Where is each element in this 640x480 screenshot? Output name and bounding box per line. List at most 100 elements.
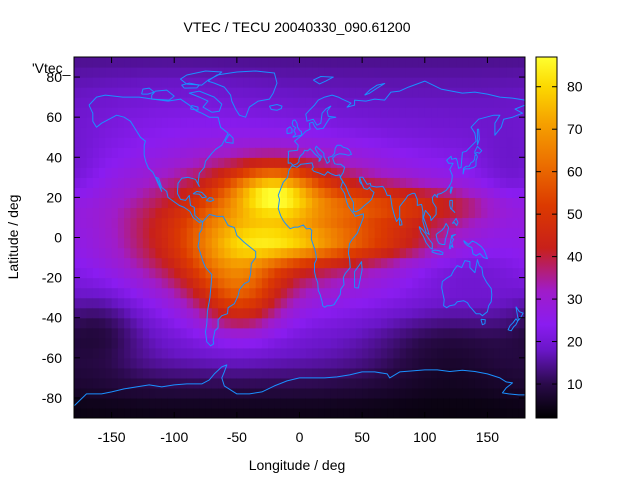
heatmap-cell (249, 307, 257, 319)
heatmap-cell (243, 377, 250, 389)
heatmap-cell (456, 147, 463, 158)
heatmap-cell (211, 117, 219, 128)
heatmap-cell (493, 257, 501, 269)
heatmap-cell (199, 197, 207, 209)
heatmap-cell (74, 197, 81, 209)
heatmap-cell (218, 187, 225, 198)
heatmap-cell (105, 387, 113, 399)
heatmap-cell (105, 157, 113, 168)
heatmap-cell (249, 267, 257, 279)
x-tick-label: 0 (296, 429, 304, 445)
heatmap-cell (80, 327, 88, 339)
heatmap-cell (74, 177, 81, 188)
heatmap-cell (117, 307, 125, 319)
heatmap-cell (418, 317, 426, 329)
heatmap-cell (99, 347, 106, 359)
heatmap-cell (393, 357, 401, 369)
heatmap-cell (218, 377, 225, 389)
heatmap-cell (349, 267, 357, 279)
heatmap-cell (243, 107, 250, 118)
heatmap-cell (74, 117, 81, 128)
heatmap-cell (393, 97, 401, 108)
heatmap-cell (499, 377, 507, 389)
heatmap-cell (149, 137, 157, 148)
heatmap-cell (274, 77, 282, 88)
heatmap-cell (518, 217, 525, 229)
heatmap-cell (149, 107, 157, 118)
heatmap-cell (368, 387, 376, 399)
heatmap-cell (462, 377, 470, 389)
heatmap-cell (218, 147, 225, 158)
heatmap-cell (174, 377, 182, 389)
heatmap-cell (155, 337, 163, 349)
heatmap-cell (105, 87, 113, 98)
heatmap-cell (205, 107, 213, 118)
heatmap-cell (337, 347, 344, 359)
heatmap-cell (499, 327, 507, 339)
heatmap-cell (174, 257, 182, 269)
heatmap-cell (111, 337, 119, 349)
heatmap-cell (230, 317, 238, 329)
heatmap-cell (230, 177, 238, 188)
heatmap-cell (330, 197, 338, 209)
heatmap-cell (362, 157, 369, 168)
heatmap-cell (499, 337, 507, 349)
heatmap-cell (443, 307, 451, 319)
heatmap-cell (424, 247, 432, 259)
heatmap-cell (462, 277, 470, 289)
heatmap-cell (224, 177, 232, 188)
heatmap-cell (374, 197, 382, 209)
heatmap-cell (380, 87, 388, 98)
heatmap-cell (211, 297, 219, 309)
heatmap-cell (330, 247, 338, 259)
heatmap-cell (481, 157, 489, 168)
heatmap-cell (380, 167, 388, 178)
heatmap-cell (330, 337, 338, 349)
heatmap-cell (224, 367, 232, 379)
heatmap-cell (343, 357, 351, 369)
heatmap-cell (299, 77, 307, 88)
heatmap-cell (268, 407, 276, 418)
heatmap-cell (312, 207, 319, 219)
heatmap-cell (355, 177, 363, 188)
x-tick-label: 150 (476, 429, 500, 445)
heatmap-cell (230, 157, 238, 168)
heatmap-cell (431, 317, 438, 329)
heatmap-cell (368, 117, 376, 128)
heatmap-cell (487, 187, 495, 198)
heatmap-cell (274, 117, 282, 128)
heatmap-cell (312, 97, 319, 108)
heatmap-cell (280, 207, 288, 219)
heatmap-cell (86, 177, 94, 188)
heatmap-cell (437, 127, 445, 138)
heatmap-cell (255, 267, 263, 279)
heatmap-cell (186, 247, 194, 259)
coastline-antarctica (74, 364, 525, 407)
heatmap-cell (236, 357, 244, 369)
heatmap-cell (111, 237, 119, 249)
heatmap-cell (274, 297, 282, 309)
heatmap-cell (280, 247, 288, 259)
heatmap-cell (456, 157, 463, 168)
heatmap-cell (474, 407, 482, 418)
heatmap-cell (86, 387, 94, 399)
heatmap-cell (218, 177, 225, 188)
heatmap-cell (92, 307, 100, 319)
heatmap-cell (493, 397, 501, 409)
heatmap-cell (193, 207, 200, 219)
heatmap-cell (449, 187, 457, 198)
heatmap-cell (449, 367, 457, 379)
heatmap-cell (449, 197, 457, 209)
heatmap-cell (218, 367, 225, 379)
heatmap-cell (418, 337, 426, 349)
heatmap-cell (280, 157, 288, 168)
heatmap-cell (456, 267, 463, 279)
heatmap-cell (431, 297, 438, 309)
heatmap-cell (268, 107, 276, 118)
coastline-new-zealand-south (507, 318, 519, 332)
heatmap-cell (274, 277, 282, 289)
heatmap-cell (324, 287, 332, 299)
heatmap-cell (474, 337, 482, 349)
heatmap-cell (424, 57, 432, 68)
heatmap-cell (174, 207, 182, 219)
